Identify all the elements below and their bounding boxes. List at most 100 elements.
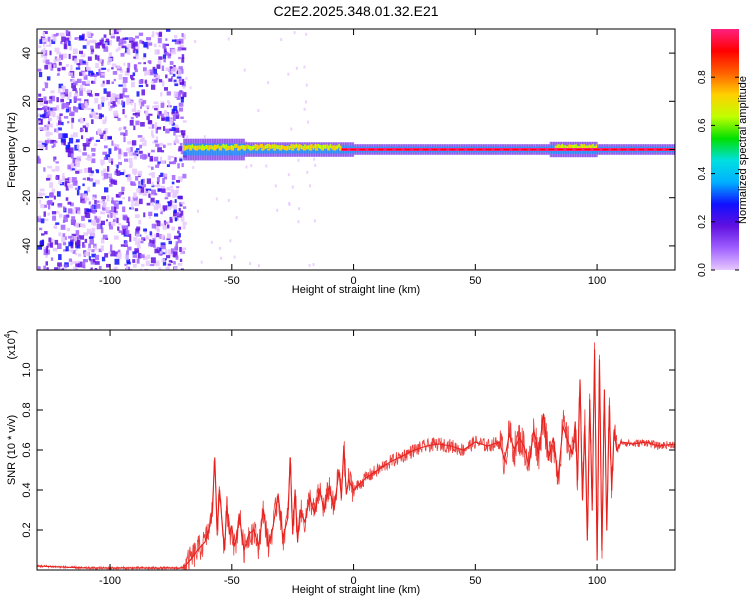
snr-point <box>577 479 579 481</box>
spectrogram-cell <box>164 221 168 224</box>
spectrogram-cell <box>96 131 99 135</box>
spectrogram-cell <box>58 83 64 89</box>
spectrogram-cell <box>171 216 177 219</box>
snr-y-multiplier: (x104) <box>3 330 18 360</box>
spectrogram-cell <box>136 244 141 249</box>
spectrogram-cell <box>59 54 64 60</box>
spectrogram-cell <box>165 74 168 79</box>
spectrogram-cell <box>50 139 54 144</box>
spectrogram-cell <box>119 172 125 175</box>
spectrogram-cell <box>49 192 54 198</box>
spectrogram-cell <box>63 216 68 222</box>
spectrogram-cell <box>156 246 161 253</box>
snr-point <box>608 405 610 407</box>
snr-point <box>603 389 606 391</box>
spectrogram-cell <box>173 261 176 265</box>
spectrogram-cell <box>151 166 154 170</box>
spectrogram-cell <box>110 244 113 251</box>
spectrogram-cell <box>160 172 164 177</box>
spectrogram-cell <box>219 246 222 250</box>
spectrogram-cell <box>160 211 163 215</box>
spectrogram-band <box>259 143 262 148</box>
spectrogram-cell <box>88 219 92 223</box>
spectrogram-cell <box>156 226 160 231</box>
spectrogram-cell <box>74 37 80 40</box>
spectrogram-cell <box>181 54 185 59</box>
spectrogram-cell <box>162 54 167 59</box>
spectrogram-band <box>273 144 276 149</box>
snr-y-ticks: 0.2 0.4 0.6 0.8 1.0 <box>21 362 675 538</box>
spectrogram-cell <box>91 227 96 232</box>
snr-panel: -100 -50 0 50 100 0.2 0.4 0.6 0.8 1.0 Height of … <box>3 329 676 596</box>
colorbar-tick-label: 0.6 <box>697 118 708 132</box>
spectrogram-cell <box>44 204 48 208</box>
spectrogram-cell <box>129 236 132 242</box>
snr-point <box>633 443 635 445</box>
spectrogram-cell <box>151 80 155 84</box>
spectrogram-cell <box>305 100 307 104</box>
spectrogram-cell <box>162 177 165 184</box>
spectrogram-cell <box>60 41 63 45</box>
spectrogram-cell <box>103 46 109 52</box>
spectrogram-cell <box>77 240 81 246</box>
spectrogram-cell <box>102 151 108 155</box>
spectrogram-cell <box>118 223 122 226</box>
spectrogram-cell <box>78 149 82 153</box>
spectrogram-cell <box>153 245 156 248</box>
spectrogram-cell <box>152 66 156 71</box>
spectrogram-cell <box>85 157 89 160</box>
spectrogram-cell <box>80 223 83 227</box>
snr-point <box>294 489 296 491</box>
spectrogram-cell <box>116 170 121 176</box>
spectrogram-cell <box>79 84 83 91</box>
spectrogram-cell <box>58 133 63 139</box>
spectrogram-cell <box>104 145 108 149</box>
spectrogram-cell <box>151 189 156 195</box>
spectrogram-band <box>241 143 244 156</box>
spectrogram-cell <box>132 255 138 258</box>
spectrogram-cell <box>80 70 85 74</box>
snr-point <box>616 449 618 451</box>
spectrogram-cell <box>98 58 103 63</box>
spectrogram-cell <box>178 146 183 151</box>
spectrogram-cell <box>120 244 126 247</box>
spectrogram-cell <box>136 110 141 113</box>
spectrogram-panel: -100 -50 0 50 100 -40 -20 0 20 40 Height of stra… <box>6 28 676 296</box>
spectrogram-band <box>563 145 566 150</box>
spectrogram-cell <box>126 100 130 105</box>
spectrogram-cell <box>51 39 56 44</box>
spectrogram-cell <box>117 47 121 51</box>
spectrogram-cell <box>97 129 102 135</box>
spectrogram-cell <box>274 184 277 188</box>
spectrogram-cell <box>143 67 147 72</box>
spectrogram-cell <box>82 45 87 49</box>
spectrogram-cell <box>100 220 105 225</box>
snr-point <box>299 509 301 511</box>
spectrogram-cell <box>116 254 122 259</box>
spectrogram-band <box>304 144 307 149</box>
spectrogram-cell <box>121 45 127 49</box>
spectrogram-cell <box>182 120 187 123</box>
spectrogram-cell <box>66 148 71 153</box>
spectrogram-cell <box>75 222 80 228</box>
spectrogram-cell <box>157 114 160 119</box>
snr-point <box>562 425 564 427</box>
snr-point <box>567 441 569 443</box>
spectrogram-cell <box>92 112 97 118</box>
spectrogram-cell <box>75 263 80 268</box>
spectrogram-cell <box>189 86 192 90</box>
spectrogram-cell <box>140 179 144 185</box>
spectrogram-cell <box>73 96 78 102</box>
spectrogram-cell <box>178 102 184 107</box>
spectrogram-cell <box>91 80 94 84</box>
spectrogram-cell <box>180 116 184 119</box>
spectrogram-cell <box>157 60 162 65</box>
snr-point <box>538 453 540 455</box>
spectrogram-band <box>234 143 237 156</box>
spectrogram-cell <box>58 266 61 270</box>
spectrogram-cell <box>121 100 124 106</box>
spectrogram-cell <box>179 142 183 149</box>
spectrogram-band <box>580 144 583 149</box>
spectrogram-cell <box>89 39 94 44</box>
spectrogram-cell <box>176 97 181 100</box>
